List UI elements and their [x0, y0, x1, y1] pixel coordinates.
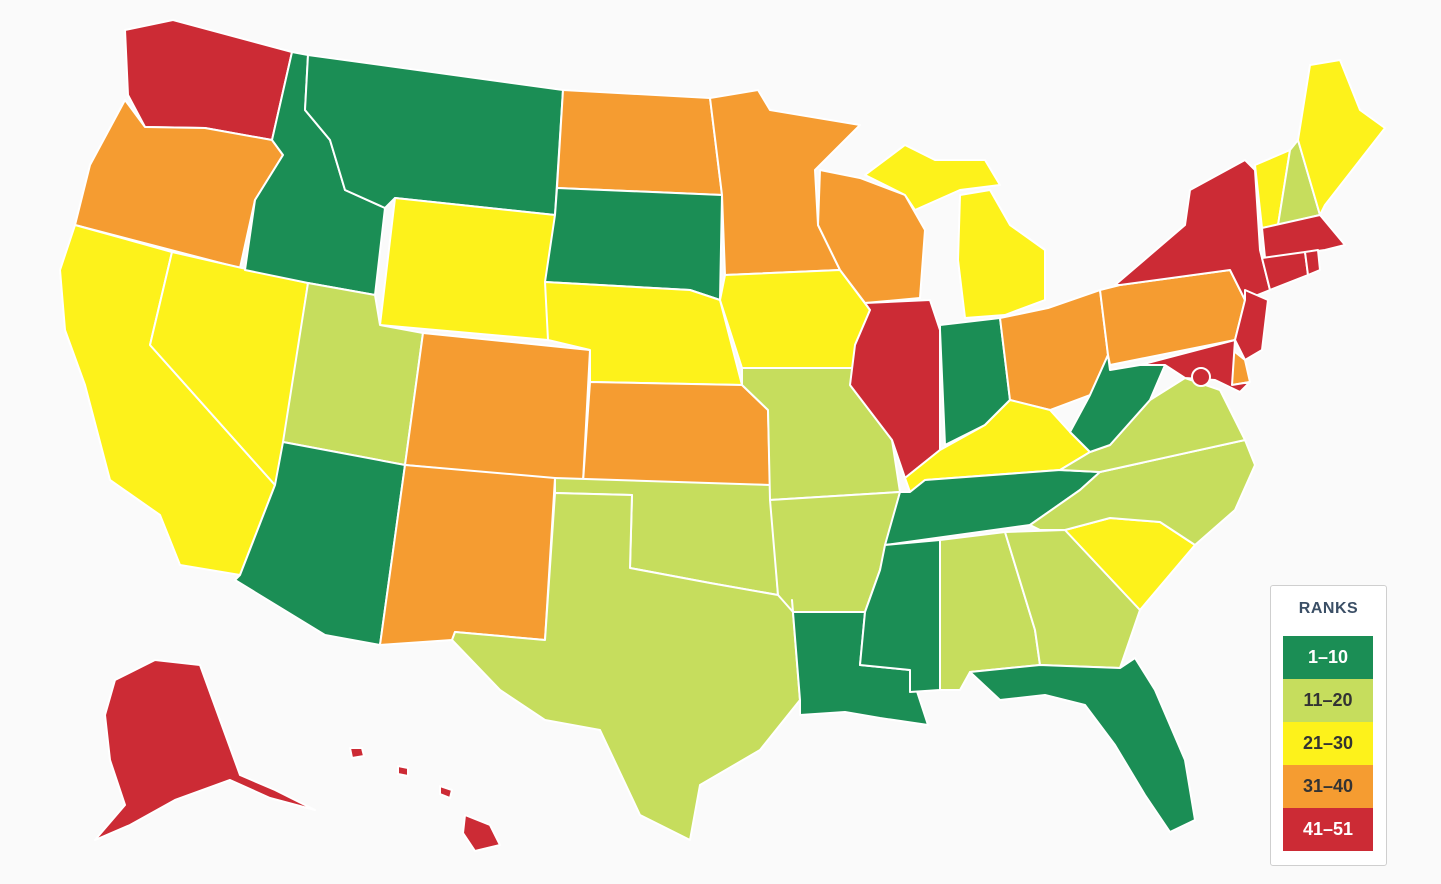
rank-legend: RANKS 1–10 11–20 21–30 31–40 41–51 [1270, 585, 1387, 866]
legend-swatch-1-10: 1–10 [1283, 636, 1373, 679]
state-connecticut[interactable] [1261, 251, 1309, 291]
state-wisconsin[interactable] [817, 169, 926, 304]
state-wyoming[interactable] [379, 197, 556, 341]
state-florida[interactable] [969, 657, 1196, 833]
state-michigan-upper[interactable] [864, 144, 1001, 211]
state-iowa[interactable] [719, 269, 871, 369]
legend-swatch-21-30: 21–30 [1283, 722, 1373, 765]
state-new-york[interactable] [1114, 159, 1271, 301]
legend-swatch-11-20: 11–20 [1283, 679, 1373, 722]
state-maryland[interactable] [1139, 339, 1251, 393]
state-north-dakota[interactable] [556, 89, 723, 196]
state-hawaii[interactable] [349, 747, 501, 852]
state-maine[interactable] [1297, 59, 1386, 216]
state-washington[interactable] [124, 19, 293, 141]
state-dc[interactable] [1191, 367, 1211, 387]
legend-swatch-31-40: 31–40 [1283, 765, 1373, 808]
state-colorado[interactable] [404, 332, 591, 483]
state-illinois[interactable] [849, 299, 941, 479]
legend-swatch-41-51: 41–51 [1283, 808, 1373, 851]
state-massachusetts[interactable] [1261, 214, 1346, 259]
state-minnesota[interactable] [709, 89, 861, 276]
state-new-mexico[interactable] [379, 464, 556, 646]
legend-title: RANKS [1298, 600, 1359, 617]
state-rhode-island[interactable] [1304, 249, 1321, 276]
state-north-carolina[interactable] [1029, 439, 1256, 546]
state-alaska[interactable] [94, 659, 316, 841]
state-kansas[interactable] [582, 381, 771, 486]
state-texas[interactable] [451, 492, 801, 841]
state-michigan[interactable] [957, 189, 1046, 319]
